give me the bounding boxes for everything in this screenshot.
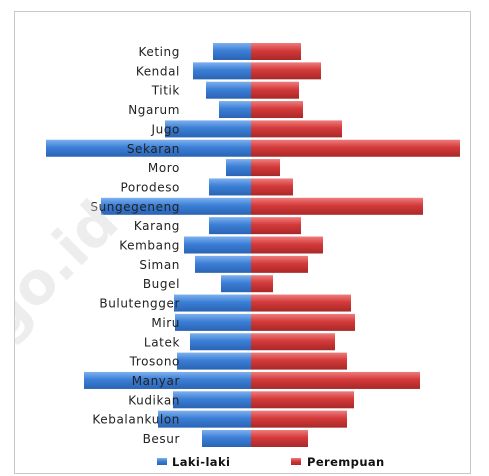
category-label-ngarum: Ngarum: [128, 103, 180, 117]
legend-swatch-perempuan: [291, 458, 301, 465]
bar-laki-laki-kembang: [184, 236, 251, 254]
legend-swatch-laki-laki: [157, 458, 167, 465]
category-label-kendal: Kendal: [136, 64, 180, 78]
bar-perempuan-jugo: [251, 120, 342, 138]
legend-label-perempuan: Perempuan: [307, 455, 385, 469]
bar-perempuan-kembang: [251, 236, 323, 254]
category-label-kebalankulon: Kebalankulon: [92, 413, 180, 427]
category-label-kembang: Kembang: [119, 239, 180, 253]
bar-perempuan-ngarum: [251, 101, 303, 119]
category-label-bugel: Bugel: [143, 277, 180, 291]
bar-perempuan-miru: [251, 313, 355, 331]
category-label-kudikan: Kudikan: [128, 393, 180, 407]
bar-perempuan-bulutengger: [251, 294, 351, 312]
bar-laki-laki-manyar: [84, 371, 251, 389]
category-label-bulutengger: Bulutengger: [99, 297, 180, 311]
legend: Laki-laki Perempuan: [157, 455, 385, 469]
bar-perempuan-manyar: [251, 371, 420, 389]
bar-perempuan-sekaran: [251, 139, 460, 157]
bar-laki-laki-trosono: [177, 352, 251, 370]
bar-laki-laki-kendal: [193, 62, 251, 80]
bar-laki-laki-jugo: [165, 120, 251, 138]
category-label-sungegeneng: Sungegeneng: [90, 200, 180, 214]
bar-laki-laki-sekaran: [46, 139, 251, 157]
bar-laki-laki-siman: [195, 255, 251, 273]
legend-label-laki-laki: Laki-laki: [172, 455, 230, 469]
bar-laki-laki-bulutengger: [174, 294, 251, 312]
bar-perempuan-kudikan: [251, 391, 354, 409]
bar-laki-laki-karang: [209, 217, 251, 235]
bar-perempuan-titik: [251, 81, 299, 99]
category-label-keting: Keting: [138, 45, 180, 59]
bar-laki-laki-porodeso: [209, 178, 251, 196]
category-labels-layer: Keting Kendal Titik Ngarum Jugo Sekaran Moro Po…: [90, 45, 180, 446]
category-label-trosono: Trosono: [129, 355, 180, 369]
bar-laki-laki-bugel: [221, 275, 251, 293]
bar-laki-laki-besur: [202, 430, 251, 447]
bar-laki-laki-moro: [226, 159, 251, 177]
population-pyramid-chart: Keting Kendal Titik Ngarum Jugo Sekaran Moro Po…: [15, 43, 460, 469]
category-label-sekaran: Sekaran: [127, 142, 180, 156]
bar-perempuan-keting: [251, 43, 301, 60]
bar-laki-laki-keting: [213, 43, 251, 60]
bar-laki-laki-ngarum: [219, 101, 251, 119]
bar-perempuan-besur: [251, 430, 308, 447]
bar-laki-laki-latek: [190, 333, 251, 351]
bar-perempuan-moro: [251, 159, 280, 177]
bars-layer: [46, 43, 460, 447]
chart-frame: Keting Kendal Titik Ngarum Jugo Sekaran Moro Po…: [14, 11, 471, 474]
bar-laki-laki-sungegeneng: [101, 197, 251, 215]
category-label-besur: Besur: [143, 432, 180, 446]
bar-perempuan-bugel: [251, 275, 273, 293]
bar-perempuan-latek: [251, 333, 335, 351]
bar-perempuan-kebalankulon: [251, 410, 347, 428]
bar-laki-laki-miru: [175, 313, 251, 331]
bar-perempuan-siman: [251, 255, 308, 273]
category-label-manyar: Manyar: [132, 374, 180, 388]
bar-laki-laki-kudikan: [173, 391, 251, 409]
category-label-titik: Titik: [151, 84, 180, 98]
category-label-jugo: Jugo: [150, 122, 180, 136]
bar-perempuan-trosono: [251, 352, 347, 370]
bar-perempuan-sungegeneng: [251, 197, 423, 215]
bar-laki-laki-kebalankulon: [158, 410, 251, 428]
bar-perempuan-kendal: [251, 62, 321, 80]
category-label-latek: Latek: [144, 335, 180, 349]
category-label-moro: Moro: [148, 161, 180, 175]
category-label-karang: Karang: [134, 219, 180, 233]
category-label-porodeso: Porodeso: [120, 180, 180, 194]
category-label-miru: Miru: [151, 316, 180, 330]
category-label-siman: Siman: [139, 258, 180, 272]
bar-perempuan-porodeso: [251, 178, 293, 196]
bar-perempuan-karang: [251, 217, 301, 235]
bar-laki-laki-titik: [206, 81, 251, 99]
